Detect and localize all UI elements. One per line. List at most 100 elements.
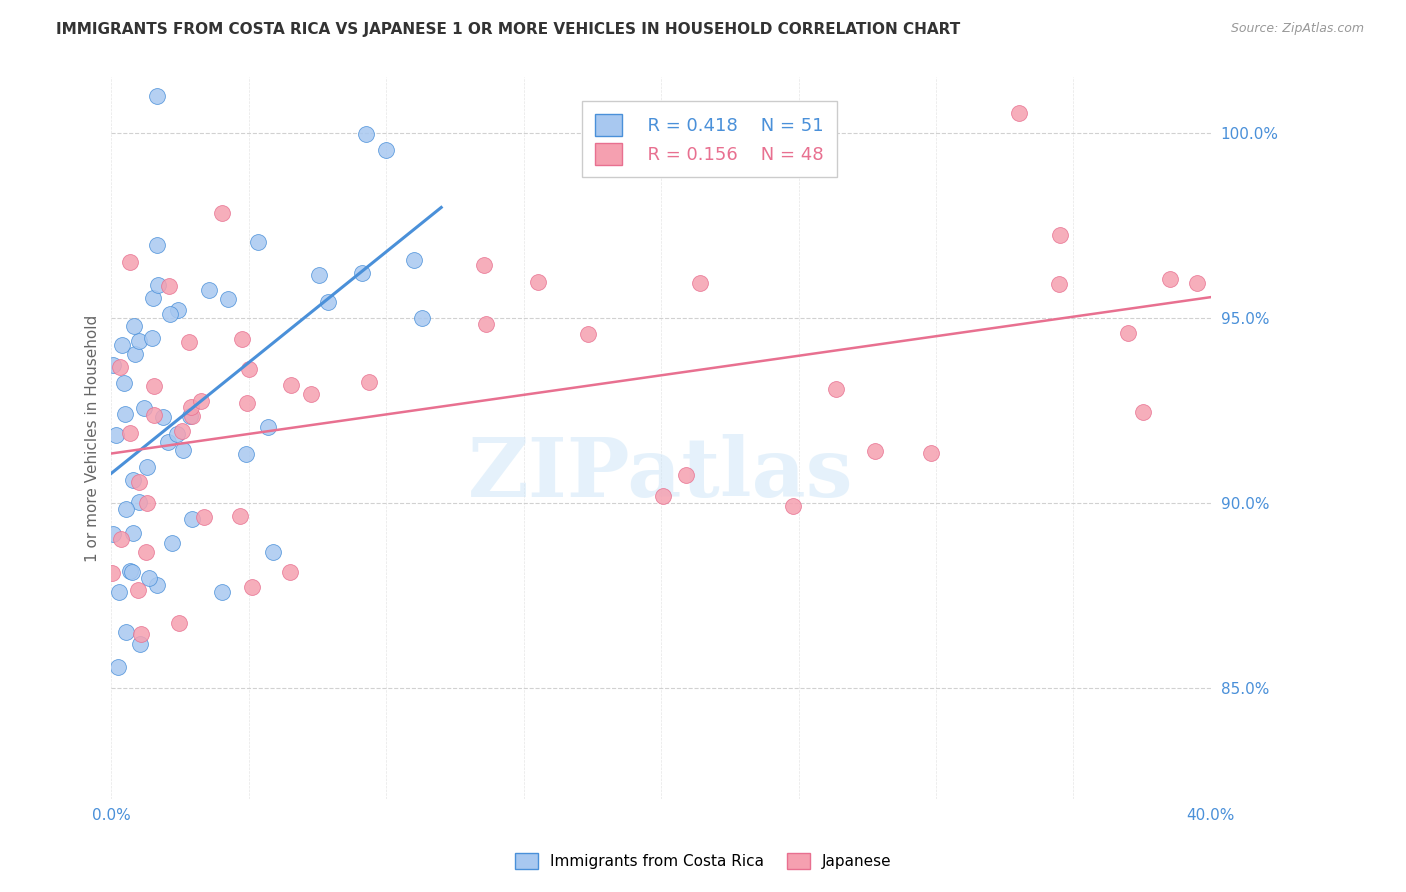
Point xyxy=(235,446,257,460)
Point xyxy=(356,127,378,141)
Point xyxy=(217,292,239,306)
Text: Source: ZipAtlas.com: Source: ZipAtlas.com xyxy=(1230,22,1364,36)
Point xyxy=(1185,276,1208,290)
Point xyxy=(121,566,143,580)
Point xyxy=(472,258,495,272)
Point xyxy=(179,334,201,349)
Text: IMMIGRANTS FROM COSTA RICA VS JAPANESE 1 OR MORE VEHICLES IN HOUSEHOLD CORRELATI: IMMIGRANTS FROM COSTA RICA VS JAPANESE 1… xyxy=(56,22,960,37)
Point xyxy=(193,509,215,524)
Point xyxy=(166,426,188,441)
Point xyxy=(262,544,284,558)
Point xyxy=(127,582,149,597)
Point xyxy=(114,407,136,421)
Point xyxy=(240,580,263,594)
Point xyxy=(128,495,150,509)
Point xyxy=(675,467,697,482)
Point xyxy=(308,268,330,283)
Point xyxy=(120,564,142,578)
Point xyxy=(180,512,202,526)
Point xyxy=(128,475,150,489)
Point xyxy=(159,307,181,321)
Point xyxy=(167,615,190,630)
Point xyxy=(118,254,141,268)
Point xyxy=(198,283,221,297)
Point xyxy=(280,377,302,392)
Point xyxy=(122,473,145,487)
Point xyxy=(122,319,145,334)
Point xyxy=(689,276,711,290)
Point xyxy=(316,294,339,309)
Point xyxy=(402,252,425,267)
Point xyxy=(475,318,498,332)
Point xyxy=(124,347,146,361)
Point xyxy=(120,426,142,441)
Text: ZIPatlas: ZIPatlas xyxy=(468,434,853,514)
Point xyxy=(110,532,132,546)
Point xyxy=(172,424,194,438)
Point xyxy=(142,292,165,306)
Point xyxy=(211,585,233,599)
Point xyxy=(211,206,233,220)
Point xyxy=(115,501,138,516)
Point xyxy=(111,338,134,352)
Point xyxy=(143,409,166,423)
Point xyxy=(190,394,212,409)
Point xyxy=(135,545,157,559)
Point xyxy=(256,419,278,434)
Point xyxy=(229,509,252,524)
Point xyxy=(101,566,124,580)
Point xyxy=(782,499,804,513)
Y-axis label: 1 or more Vehicles in Household: 1 or more Vehicles in Household xyxy=(86,315,100,562)
Point xyxy=(1049,228,1071,243)
Point xyxy=(1159,272,1181,286)
Point xyxy=(527,275,550,289)
Point xyxy=(167,303,190,318)
Point xyxy=(129,637,152,651)
Point xyxy=(179,409,201,423)
Point xyxy=(145,238,167,252)
Point xyxy=(141,331,163,345)
Point xyxy=(146,89,169,103)
Point xyxy=(299,386,322,401)
Point xyxy=(374,143,396,157)
Point xyxy=(920,446,942,460)
Point xyxy=(162,536,184,550)
Point xyxy=(231,332,253,346)
Point xyxy=(180,400,202,414)
Point xyxy=(135,496,157,510)
Point xyxy=(652,489,675,503)
Point xyxy=(172,442,194,457)
Point xyxy=(128,334,150,348)
Point xyxy=(132,401,155,415)
Point xyxy=(104,428,127,442)
Point xyxy=(101,358,124,372)
Point xyxy=(576,326,599,341)
Point xyxy=(824,382,846,396)
Point xyxy=(1132,404,1154,418)
Point xyxy=(157,278,180,293)
Point xyxy=(110,359,132,374)
Point xyxy=(138,571,160,585)
Point xyxy=(108,584,131,599)
Point xyxy=(1008,106,1031,120)
Point xyxy=(136,460,159,475)
Point xyxy=(122,526,145,541)
Point xyxy=(114,624,136,639)
Point xyxy=(238,362,260,376)
Point xyxy=(156,434,179,449)
Point xyxy=(865,444,887,458)
Legend:   R = 0.418    N = 51,   R = 0.156    N = 48: R = 0.418 N = 51, R = 0.156 N = 48 xyxy=(582,101,837,178)
Point xyxy=(146,278,169,293)
Point xyxy=(107,660,129,674)
Point xyxy=(101,527,124,541)
Point xyxy=(246,235,269,249)
Legend: Immigrants from Costa Rica, Japanese: Immigrants from Costa Rica, Japanese xyxy=(509,847,897,875)
Point xyxy=(142,379,165,393)
Point xyxy=(1118,326,1140,341)
Point xyxy=(352,266,374,280)
Point xyxy=(1047,277,1070,291)
Point xyxy=(411,310,433,325)
Point xyxy=(112,376,135,390)
Point xyxy=(180,409,202,423)
Point xyxy=(131,627,153,641)
